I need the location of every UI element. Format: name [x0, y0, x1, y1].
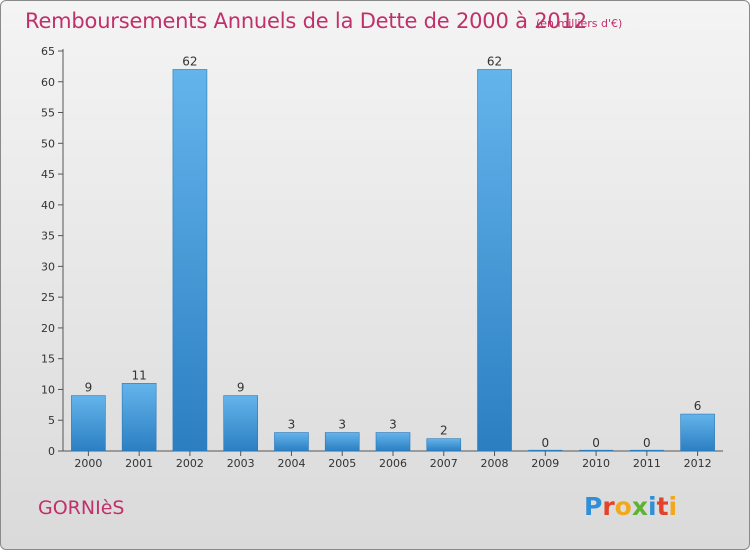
x-tick-label: 2000	[74, 457, 102, 470]
data-label: 9	[237, 381, 245, 395]
data-label: 11	[132, 368, 147, 382]
x-tick-label: 2012	[684, 457, 712, 470]
logo-letter: x	[631, 492, 648, 521]
y-tick-label: 60	[41, 76, 55, 89]
data-label: 62	[487, 54, 502, 68]
y-tick-label: 40	[41, 199, 55, 212]
x-tick-label: 2011	[633, 457, 661, 470]
x-tick-label: 2009	[531, 457, 559, 470]
y-tick-label: 0	[48, 445, 55, 458]
y-tick-label: 45	[41, 168, 55, 181]
y-tick-label: 25	[41, 291, 55, 304]
data-label: 0	[541, 436, 549, 450]
x-tick-label: 2006	[379, 457, 407, 470]
y-tick-label: 65	[41, 45, 55, 58]
logo-letter: P	[584, 492, 603, 521]
y-tick-label: 10	[41, 383, 55, 396]
logo-letter: r	[602, 492, 615, 521]
logo-letter: i	[668, 492, 678, 521]
x-tick-label: 2010	[582, 457, 610, 470]
logo-letter: i	[648, 492, 657, 521]
bar-2007	[426, 438, 462, 452]
x-tick-label: 2002	[176, 457, 204, 470]
data-label: 62	[182, 54, 197, 68]
y-tick-label: 35	[41, 230, 55, 243]
commune-name: GORNIèS	[38, 497, 125, 519]
chart-subtitle: (en milliers d'€)	[536, 17, 623, 30]
bar-2008	[477, 69, 512, 452]
bar-2001	[121, 383, 157, 452]
y-tick-label: 55	[41, 107, 55, 120]
y-tick-label: 15	[41, 353, 55, 366]
data-label: 0	[643, 436, 651, 450]
x-tick-label: 2001	[125, 457, 153, 470]
logo-letter: o	[614, 492, 632, 521]
proxiti-logo[interactable]: Proxiti	[584, 492, 677, 521]
x-tick-label: 2007	[430, 457, 458, 470]
y-tick-label: 5	[48, 414, 55, 427]
y-tick-label: 20	[41, 322, 55, 335]
x-tick-label: 2008	[481, 457, 509, 470]
logo-letter: t	[656, 492, 669, 521]
bar-2006	[375, 432, 411, 452]
y-tick-label: 30	[41, 260, 55, 273]
chart-title: Remboursements Annuels de la Dette de 20…	[25, 9, 587, 33]
data-label: 3	[389, 418, 397, 432]
data-label: 6	[694, 399, 702, 413]
y-tick-label: 50	[41, 137, 55, 150]
data-label: 3	[288, 418, 296, 432]
bar-2005	[324, 432, 360, 452]
x-tick-label: 2005	[328, 457, 356, 470]
bar-2002	[172, 69, 208, 452]
data-label: 0	[592, 436, 600, 450]
bar-2004	[274, 432, 309, 452]
bar-2012	[680, 413, 715, 452]
data-label: 2	[440, 424, 448, 438]
x-tick-label: 2004	[277, 457, 305, 470]
data-label: 3	[338, 418, 346, 432]
data-label: 9	[85, 381, 93, 395]
x-tick-label: 2003	[227, 457, 255, 470]
bar-2000	[71, 395, 106, 452]
bar-2003	[223, 395, 258, 452]
